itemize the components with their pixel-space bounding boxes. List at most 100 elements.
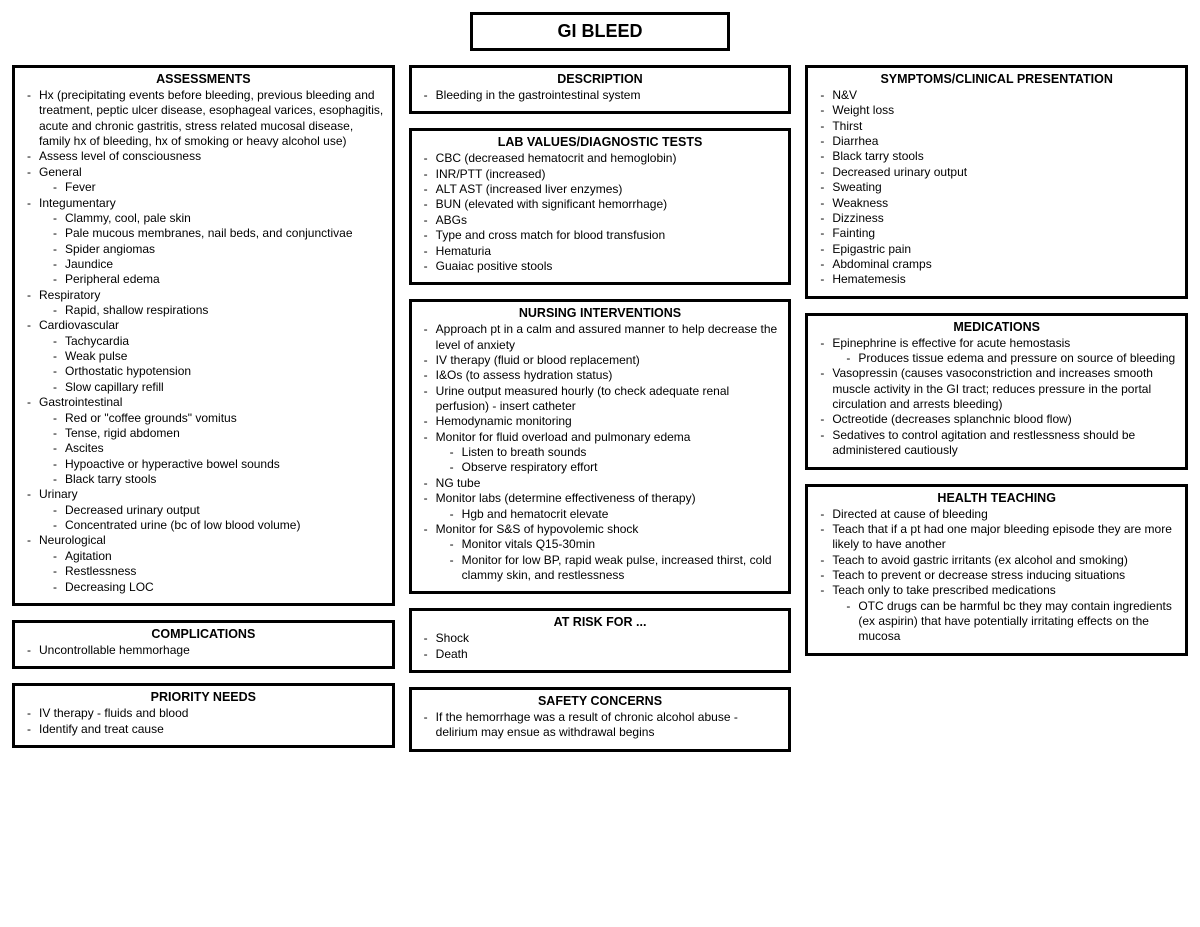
list-item-text: NG tube bbox=[436, 476, 481, 490]
list-item-text: Concentrated urine (bc of low blood volu… bbox=[65, 518, 300, 532]
list-item: Produces tissue edema and pressure on so… bbox=[846, 351, 1177, 366]
box-symptoms: SYMPTOMS/CLINICAL PRESENTATION N&VWeight… bbox=[805, 65, 1188, 299]
list-item: Black tarry stools bbox=[53, 472, 384, 487]
list-item: Weak pulse bbox=[53, 349, 384, 364]
column-3: SYMPTOMS/CLINICAL PRESENTATION N&VWeight… bbox=[805, 65, 1188, 656]
box-assessments: ASSESSMENTS Hx (precipitating events bef… bbox=[12, 65, 395, 606]
list-item: Epigastric pain bbox=[820, 242, 1177, 257]
list-assessments: Hx (precipitating events before bleeding… bbox=[23, 88, 384, 595]
list-item-text: If the hemorrhage was a result of chroni… bbox=[436, 710, 738, 739]
list-symptoms: N&VWeight loss ThirstDiarrheaBlack tarry … bbox=[816, 88, 1177, 288]
list-item: I&Os (to assess hydration status) bbox=[424, 368, 781, 383]
list-item: Assess level of consciousness bbox=[27, 149, 384, 164]
list-item-text: Jaundice bbox=[65, 257, 113, 271]
list-item-text: Fainting bbox=[832, 226, 875, 240]
list-item-text: I&Os (to assess hydration status) bbox=[436, 368, 613, 382]
list-item: Concentrated urine (bc of low blood volu… bbox=[53, 518, 384, 533]
list-item-text: Restlessness bbox=[65, 564, 136, 578]
list-item-text: Respiratory bbox=[39, 288, 100, 302]
list-item: Monitor labs (determine effectiveness of… bbox=[424, 491, 781, 522]
list-item-text: Fever bbox=[65, 180, 96, 194]
list-item-text: Teach to prevent or decrease stress indu… bbox=[832, 568, 1125, 582]
list-item: Tense, rigid abdomen bbox=[53, 426, 384, 441]
box-title-complications: COMPLICATIONS bbox=[23, 627, 384, 641]
list-item: Diarrhea bbox=[820, 134, 1177, 149]
list-item-text: Monitor for S&S of hypovolemic shock bbox=[436, 522, 639, 536]
list-item-text: ABGs bbox=[436, 213, 467, 227]
list-item: IV therapy (fluid or blood replacement) bbox=[424, 353, 781, 368]
list-item-text: Integumentary bbox=[39, 196, 116, 210]
list-item: GastrointestinalRed or "coffee grounds" … bbox=[27, 395, 384, 487]
list-item-text: Decreased urinary output bbox=[65, 503, 200, 517]
list-item-text: Cardiovascular bbox=[39, 318, 119, 332]
list-item-text: INR/PTT (increased) bbox=[436, 167, 546, 181]
list-item: Tachycardia bbox=[53, 334, 384, 349]
list-item-text: Hematuria bbox=[436, 244, 491, 258]
list-item-text: BUN (elevated with significant hemorrhag… bbox=[436, 197, 667, 211]
list-item-text: Shock bbox=[436, 631, 469, 645]
list-item: Red or "coffee grounds" vomitus bbox=[53, 411, 384, 426]
list-item: Death bbox=[424, 647, 781, 662]
list-item: Fainting bbox=[820, 226, 1177, 241]
list-item-text: Death bbox=[436, 647, 468, 661]
list-item-text: Black tarry stools bbox=[832, 149, 923, 163]
list-item: ABGs bbox=[424, 213, 781, 228]
box-medications: MEDICATIONS Epinephrine is effective for… bbox=[805, 313, 1188, 470]
list-item: Approach pt in a calm and assured manner… bbox=[424, 322, 781, 353]
list-item-text: CBC (decreased hematocrit and hemoglobin… bbox=[436, 151, 677, 165]
list-item-text: Ascites bbox=[65, 441, 104, 455]
list-item: Hemodynamic monitoring bbox=[424, 414, 781, 429]
list-item-text: Teach that if a pt had one major bleedin… bbox=[832, 522, 1172, 551]
list-medications: Epinephrine is effective for acute hemos… bbox=[816, 336, 1177, 459]
list-item-text: Thirst bbox=[832, 119, 862, 133]
list-item-text: Hgb and hematocrit elevate bbox=[462, 507, 609, 521]
list-item-text: General bbox=[39, 165, 82, 179]
list-labs: CBC (decreased hematocrit and hemoglobin… bbox=[420, 151, 781, 274]
list-item-text: Sweating bbox=[832, 180, 881, 194]
list-item: If the hemorrhage was a result of chroni… bbox=[424, 710, 781, 741]
list-item: Identify and treat cause bbox=[27, 722, 384, 737]
list-item: Hgb and hematocrit elevate bbox=[450, 507, 781, 522]
list-item-text: Type and cross match for blood transfusi… bbox=[436, 228, 665, 242]
list-item: Cardiovascular TachycardiaWeak pulseOrtho… bbox=[27, 318, 384, 395]
list-item: GeneralFever bbox=[27, 165, 384, 196]
list-item: BUN (elevated with significant hemorrhag… bbox=[424, 197, 781, 212]
list-item: Shock bbox=[424, 631, 781, 646]
list-item-text: Observe respiratory effort bbox=[462, 460, 598, 474]
list-item-text: Red or "coffee grounds" vomitus bbox=[65, 411, 237, 425]
list-item-text: Weight loss bbox=[832, 103, 894, 117]
list-item-text: Bleeding in the gastrointestinal system bbox=[436, 88, 641, 102]
list-item: Agitation bbox=[53, 549, 384, 564]
box-nursing: NURSING INTERVENTIONS Approach pt in a c… bbox=[409, 299, 792, 594]
box-title-nursing: NURSING INTERVENTIONS bbox=[420, 306, 781, 320]
list-item: Epinephrine is effective for acute hemos… bbox=[820, 336, 1177, 367]
list-item: Pale mucous membranes, nail beds, and co… bbox=[53, 226, 384, 241]
list-item-text: Clammy, cool, pale skin bbox=[65, 211, 191, 225]
list-item-text: Listen to breath sounds bbox=[462, 445, 587, 459]
list-priority-needs: IV therapy - fluids and bloodIdentify an… bbox=[23, 706, 384, 737]
list-item: Observe respiratory effort bbox=[450, 460, 781, 475]
list-item-text: ALT AST (increased liver enzymes) bbox=[436, 182, 623, 196]
list-item: N&V bbox=[820, 88, 1177, 103]
box-safety: SAFETY CONCERNS If the hemorrhage was a … bbox=[409, 687, 792, 752]
list-item: Sedatives to control agitation and restl… bbox=[820, 428, 1177, 459]
list-item-text: Tense, rigid abdomen bbox=[65, 426, 180, 440]
list-at-risk: Shock Death bbox=[420, 631, 781, 662]
sub-list: OTC drugs can be harmful bc they may con… bbox=[832, 599, 1177, 645]
list-item-text: Octreotide (decreases splanchnic blood f… bbox=[832, 412, 1071, 426]
list-item-text: Identify and treat cause bbox=[39, 722, 164, 736]
list-item: Sweating bbox=[820, 180, 1177, 195]
list-item-text: Hematemesis bbox=[832, 272, 905, 286]
columns-wrapper: ASSESSMENTS Hx (precipitating events bef… bbox=[12, 65, 1188, 752]
list-item-text: Sedatives to control agitation and restl… bbox=[832, 428, 1135, 457]
list-item-text: Orthostatic hypotension bbox=[65, 364, 191, 378]
list-item: Monitor for S&S of hypovolemic shockMoni… bbox=[424, 522, 781, 583]
box-title-medications: MEDICATIONS bbox=[816, 320, 1177, 334]
list-item: Dizziness bbox=[820, 211, 1177, 226]
sub-list: Rapid, shallow respirations bbox=[39, 303, 384, 318]
list-item-text: Weakness bbox=[832, 196, 888, 210]
list-item-text: Guaiac positive stools bbox=[436, 259, 553, 273]
list-item: Vasopressin (causes vasoconstriction and… bbox=[820, 366, 1177, 412]
list-item: Restlessness bbox=[53, 564, 384, 579]
box-title-teaching: HEALTH TEACHING bbox=[816, 491, 1177, 505]
